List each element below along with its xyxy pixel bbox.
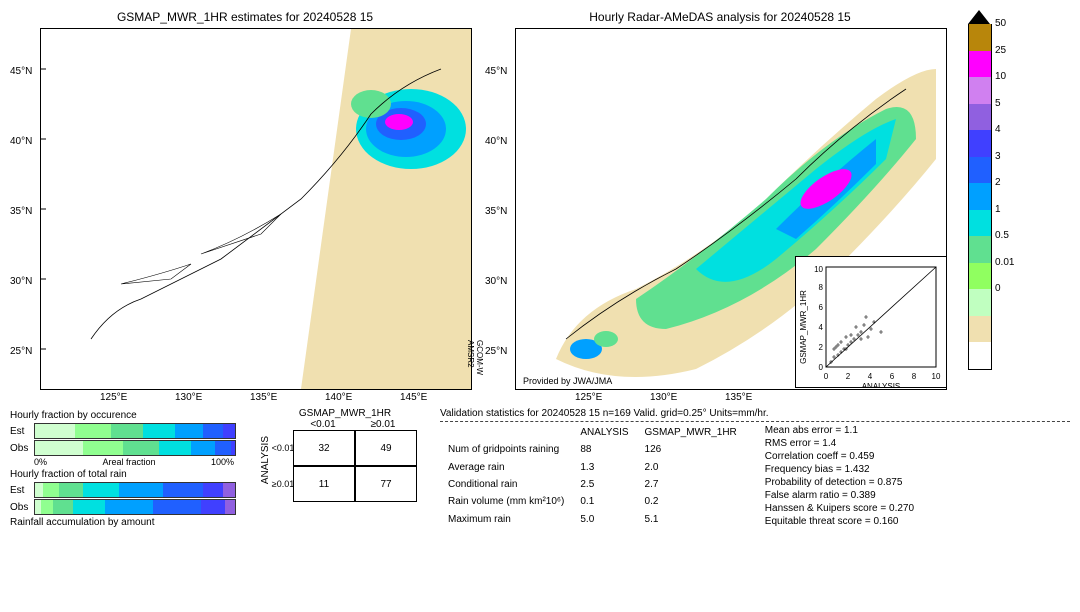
stats-table: ANALYSISGSMAP_MWR_1HR Num of gridpoints … [440, 424, 745, 528]
ytick: 25°N [485, 346, 507, 357]
svg-text:4: 4 [868, 372, 873, 381]
cont-cell: 49 [355, 430, 417, 466]
colorbar: 502510543210.50.010 [968, 10, 1013, 400]
axis-left: 0% [34, 457, 47, 467]
divider [440, 421, 1070, 422]
svg-text:0: 0 [819, 363, 824, 372]
xtick: 135°E [250, 392, 277, 403]
svg-text:6: 6 [890, 372, 895, 381]
xtick: 135°E [725, 392, 752, 403]
right-map-panel: Hourly Radar-AMeDAS analysis for 2024052… [485, 10, 955, 400]
precip-peak [385, 114, 413, 130]
stats-section: Validation statistics for 20240528 15 n=… [440, 408, 1070, 530]
left-map-panel: GSMAP_MWR_1HR estimates for 20240528 15 … [10, 10, 480, 400]
th: ANALYSIS [572, 424, 636, 441]
bars-title-1: Hourly fraction by occurence [10, 410, 250, 421]
th: GSMAP_MWR_1HR [637, 424, 745, 441]
axis-mid: Areal fraction [102, 457, 155, 467]
bar-tot-obs [34, 499, 236, 515]
ytick: 35°N [485, 206, 507, 217]
contingency-table: GSMAP_MWR_1HR ANALYSIS <0.01 ≥0.01 <0.01… [260, 408, 430, 530]
axis-right: 100% [211, 457, 234, 467]
bars-title-3: Rainfall accumulation by amount [10, 517, 250, 528]
bottom-row: Hourly fraction by occurence Est Obs 0% … [10, 408, 1070, 530]
right-map-title: Hourly Radar-AMeDAS analysis for 2024052… [485, 10, 955, 24]
xtick: 145°E [400, 392, 427, 403]
ytick: 30°N [10, 276, 32, 287]
xtick: 140°E [325, 392, 352, 403]
bar-section: Hourly fraction by occurence Est Obs 0% … [10, 408, 250, 530]
coast2 [121, 264, 191, 284]
xtick: 130°E [175, 392, 202, 403]
ytick: 45°N [485, 66, 507, 77]
inset-ylabel: GSMAP_MWR_1HR [799, 290, 808, 364]
cont-cell: 11 [293, 466, 355, 502]
bar-row-label: Est [10, 426, 34, 437]
svg-text:2: 2 [846, 372, 851, 381]
bar-tot-est [34, 482, 236, 498]
left-map [40, 28, 472, 390]
xtick: 125°E [100, 392, 127, 403]
cont-row-title: ANALYSIS [260, 436, 271, 484]
cont-cell: 77 [355, 466, 417, 502]
cont-col-label: ≥0.01 [353, 419, 413, 430]
svg-text:10: 10 [814, 265, 823, 274]
precip-sw2 [594, 331, 618, 347]
ytick: 45°N [10, 66, 32, 77]
xtick: 130°E [650, 392, 677, 403]
stats-title: Validation statistics for 20240528 15 n=… [440, 408, 1070, 419]
satellite-label: GCOM-WAMSR2 [466, 340, 484, 375]
bar-occ-obs [34, 440, 236, 456]
bar-occ-est [34, 423, 236, 439]
bars-title-2: Hourly fraction of total rain [10, 469, 250, 480]
svg-text:8: 8 [912, 372, 917, 381]
ytick: 25°N [10, 346, 32, 357]
attribution: Provided by JWA/JMA [523, 376, 612, 386]
cont-col-label: <0.01 [293, 419, 353, 430]
svg-text:2: 2 [819, 343, 824, 352]
cont-row-label: <0.01 [273, 430, 293, 466]
svg-text:10: 10 [932, 372, 941, 381]
swath-bg [301, 29, 471, 389]
svg-text:4: 4 [819, 323, 824, 332]
cont-row-label: ≥0.01 [273, 466, 293, 502]
cont-cell: 32 [293, 430, 355, 466]
svg-text:8: 8 [819, 283, 824, 292]
inset-xlabel: ANALYSIS [862, 382, 901, 388]
cont-title: GSMAP_MWR_1HR [260, 408, 430, 419]
ytick: 40°N [485, 136, 507, 147]
bar-axis: 0% Areal fraction 100% [34, 457, 234, 467]
svg-text:6: 6 [819, 303, 824, 312]
ticks [41, 69, 46, 349]
bar-row-label: Est [10, 485, 34, 496]
svg-text:0: 0 [824, 372, 829, 381]
stats-metrics: Mean abs error = 1.1RMS error = 1.4Corre… [765, 424, 914, 528]
scatter-inset: 0 2 4 6 8 10 ANALYSIS 0 2 4 6 8 10 GSMAP_MWR_1HR [795, 256, 947, 388]
xtick: 125°E [575, 392, 602, 403]
left-map-title: GSMAP_MWR_1HR estimates for 20240528 15 [10, 10, 480, 24]
ytick: 40°N [10, 136, 32, 147]
bar-row-label: Obs [10, 502, 34, 513]
ytick: 30°N [485, 276, 507, 287]
top-row: GSMAP_MWR_1HR estimates for 20240528 15 … [10, 10, 1070, 400]
bar-row-label: Obs [10, 443, 34, 454]
coast3 [201, 214, 281, 254]
ytick: 35°N [10, 206, 32, 217]
